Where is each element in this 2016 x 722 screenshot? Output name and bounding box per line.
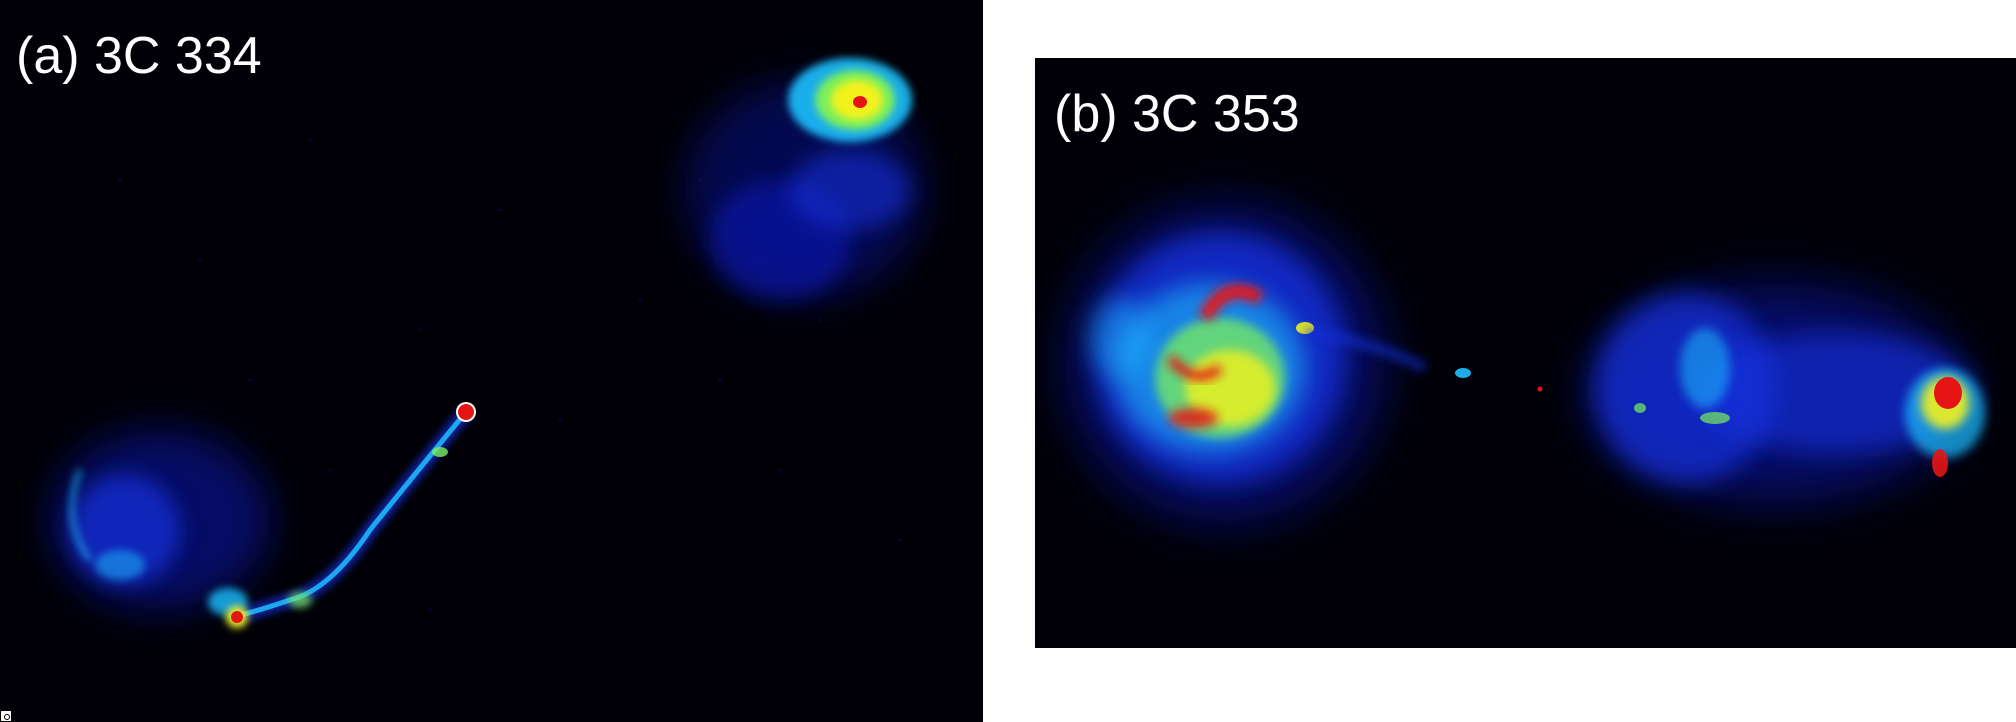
- radio-map-3c353: [1035, 58, 2016, 648]
- panel-3c353: (b) 3C 353: [1035, 58, 2016, 648]
- panel-label: (a) 3C 334: [16, 27, 262, 85]
- corner-marker-icon: [0, 710, 12, 722]
- panel-3c334: (a) 3C 334: [0, 0, 983, 722]
- radio-map-3c334: [0, 0, 983, 722]
- panel-label: (b) 3C 353: [1054, 85, 1300, 143]
